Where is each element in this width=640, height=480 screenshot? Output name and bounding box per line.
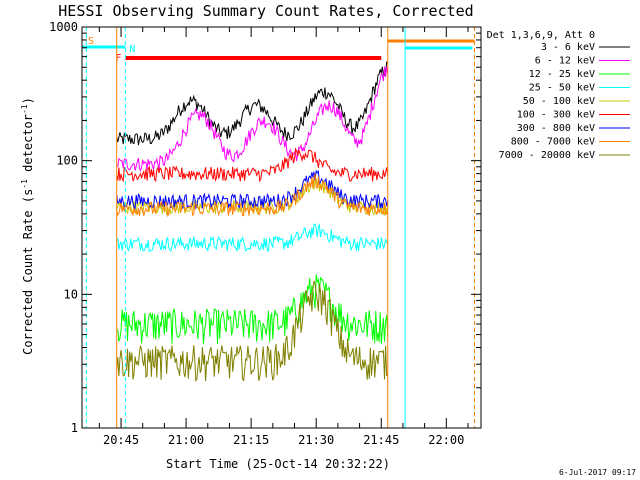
chart-title: HESSI Observing Summary Count Rates, Cor…: [58, 2, 473, 20]
y-axis-label-exp-1: -1: [20, 179, 29, 189]
legend-label-4: 25 - 50 keV: [529, 83, 595, 94]
series-line-2: [116, 66, 389, 173]
legend-label-1: 3 - 6 keV: [541, 42, 595, 53]
legend-label-6: 100 - 300 keV: [517, 110, 595, 121]
x-axis-label: Start Time (25-Oct-14 20:32:22): [166, 457, 390, 471]
x-tick-label: 21:45: [363, 433, 399, 447]
legend-label-3: 12 - 25 keV: [529, 69, 595, 80]
y-axis-label-part-1: Corrected Count Rate (s: [21, 189, 35, 355]
y-tick-label: 100: [56, 154, 78, 168]
legend-label-2: 6 - 12 keV: [535, 56, 595, 67]
y-axis-label-part-3: ): [21, 97, 35, 104]
y-axis-label: Corrected Count Rate (s-1 detector-1): [20, 97, 35, 355]
y-tick-label: 1000: [49, 20, 78, 34]
legend-label-8: 800 - 7000 keV: [511, 137, 595, 148]
legend-label-9: 7000 - 20000 keV: [499, 150, 595, 161]
x-tick-label: 21:15: [233, 433, 269, 447]
series-line-3: [116, 274, 389, 345]
series-line-9: [116, 280, 389, 383]
night-flag-label: N: [129, 44, 135, 55]
series-line-4: [116, 223, 388, 253]
axes: 1 10 100 1000 20:45 21:00 21:15 21:30 21:45 22:00: [49, 20, 482, 447]
legend-title: Det 1,3,6,9, Att 0: [487, 30, 595, 41]
plot-area: S NF: [82, 27, 475, 428]
y-tick-label: 1: [71, 421, 78, 435]
saa-flag-label: S: [88, 36, 94, 47]
legend: 3 - 6 keV 6 - 12 keV 12 - 25 keV 25 - 50 ke…: [499, 42, 630, 161]
series-line-6: [116, 147, 389, 183]
x-tick-label: 21:30: [298, 433, 334, 447]
plot-frame: [81, 26, 482, 429]
x-tick-label: 20:45: [103, 433, 139, 447]
x-tick-label: 22:00: [428, 433, 464, 447]
legend-label-5: 50 - 100 keV: [523, 96, 595, 107]
legend-label-7: 300 - 800 keV: [517, 123, 595, 134]
series-line-8: [116, 173, 389, 218]
y-axis-label-part-2: detector: [21, 114, 35, 179]
y-tick-label: 10: [64, 287, 78, 301]
footer-date: 6-Jul-2017 09:17: [559, 468, 636, 477]
series-line-1: [116, 61, 389, 146]
flare-flag-label: F: [115, 53, 121, 64]
x-tick-label: 21:00: [168, 433, 204, 447]
y-axis-label-exp-2: -1: [20, 104, 29, 114]
